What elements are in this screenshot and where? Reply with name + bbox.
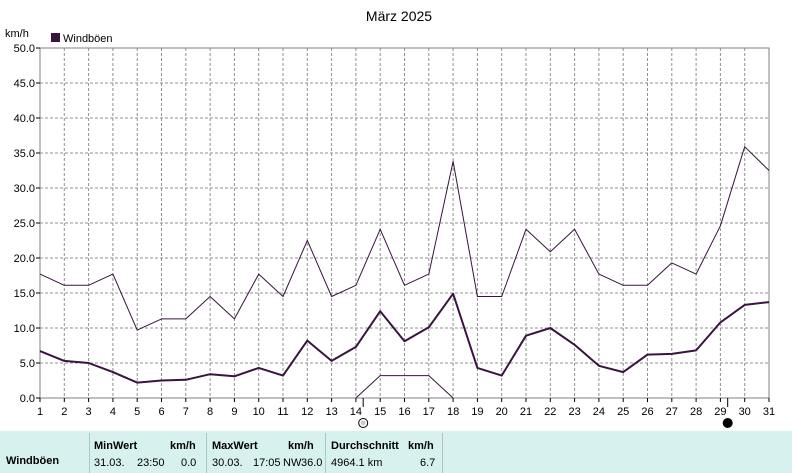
x-tick-label: 29 bbox=[714, 406, 726, 418]
x-tick-label: 12 bbox=[301, 406, 313, 418]
x-tick-label: 6 bbox=[158, 406, 164, 418]
chart-area: März 2025 km/h Windböen 0.05.010.015.020… bbox=[5, 8, 775, 428]
x-tick-label: 28 bbox=[690, 406, 702, 418]
x-tick-label: 2 bbox=[61, 406, 67, 418]
y-tick-label: 5.0 bbox=[20, 358, 35, 370]
x-tick-label: 16 bbox=[398, 406, 410, 418]
avg-unit: km/h bbox=[408, 440, 434, 452]
max-value: 36.0 bbox=[301, 457, 323, 469]
max-direction: NW bbox=[283, 457, 302, 469]
max-time: 17:05 bbox=[253, 457, 281, 469]
series-max-line bbox=[39, 146, 770, 331]
x-tick-label: 9 bbox=[231, 406, 237, 418]
y-tick-label: 45.0 bbox=[14, 78, 35, 90]
y-tick-label: 35.0 bbox=[14, 148, 35, 160]
x-tick-label: 23 bbox=[568, 406, 580, 418]
max-unit: km/h bbox=[288, 440, 314, 452]
full-moon-icon-shade bbox=[360, 420, 366, 426]
x-tick-label: 20 bbox=[496, 406, 508, 418]
series-min-line bbox=[355, 375, 454, 399]
x-tick-label: 7 bbox=[183, 406, 189, 418]
x-tick-label: 27 bbox=[666, 406, 678, 418]
x-tick-label: 1 bbox=[37, 406, 43, 418]
x-tick-label: 18 bbox=[447, 406, 459, 418]
x-tick-label: 24 bbox=[593, 406, 605, 418]
x-tick-label: 14 bbox=[350, 406, 362, 418]
min-cell: MinWert km/h 31.03. 23:50 0.0 bbox=[89, 433, 205, 473]
avg-header: Durchschnitt bbox=[331, 440, 399, 452]
moon-markers bbox=[358, 398, 733, 428]
min-time: 23:50 bbox=[137, 457, 165, 469]
stats-footer: Windböen MinWert km/h 31.03. 23:50 0.0 M… bbox=[0, 431, 792, 473]
y-tick-label: 10.0 bbox=[14, 323, 35, 335]
x-tick-label: 13 bbox=[325, 406, 337, 418]
x-tick-label: 3 bbox=[86, 406, 92, 418]
max-header: MaxWert bbox=[212, 440, 258, 452]
x-tick-label: 22 bbox=[544, 406, 556, 418]
legend-swatch bbox=[51, 33, 60, 42]
y-axis-ticks: 0.0 5.0 10.0 15.0 20.0 25.0 30.0 35.0 40.0 45.0 50… bbox=[14, 43, 40, 405]
avg-distance: 4964.1 km bbox=[331, 457, 383, 469]
legend-label: Windböen bbox=[63, 33, 113, 45]
x-tick-label: 8 bbox=[207, 406, 213, 418]
min-unit: km/h bbox=[170, 440, 196, 452]
x-axis-ticks: 1 2 3 4 5 6 7 8 9 10 11 12 13 14 15 16 17 18 19 20 21 22 23 24 2… bbox=[37, 398, 775, 418]
x-tick-label: 4 bbox=[110, 406, 116, 418]
new-moon-icon bbox=[722, 418, 733, 428]
y-tick-label: 25.0 bbox=[14, 218, 35, 230]
stats-row-label: Windböen bbox=[6, 455, 60, 467]
y-tick-label: 15.0 bbox=[14, 288, 35, 300]
min-header: MinWert bbox=[94, 440, 138, 452]
y-tick-label: 40.0 bbox=[14, 113, 35, 125]
x-tick-label: 15 bbox=[374, 406, 386, 418]
y-tick-label: 30.0 bbox=[14, 183, 35, 195]
x-tick-label: 21 bbox=[520, 406, 532, 418]
x-tick-label: 10 bbox=[253, 406, 265, 418]
x-tick-label: 30 bbox=[739, 406, 751, 418]
max-cell: MaxWert km/h 30.03. 17:05 NW 36.0 bbox=[206, 433, 324, 473]
x-tick-label: 25 bbox=[617, 406, 629, 418]
y-tick-label: 20.0 bbox=[14, 253, 35, 265]
x-tick-label: 31 bbox=[763, 406, 775, 418]
y-axis-unit: km/h bbox=[5, 28, 29, 40]
y-tick-label: 0.0 bbox=[20, 393, 35, 405]
avg-cell: Durchschnitt km/h 4964.1 km 6.7 bbox=[325, 433, 443, 473]
x-tick-label: 17 bbox=[423, 406, 435, 418]
min-date: 31.03. bbox=[94, 457, 125, 469]
x-tick-label: 19 bbox=[471, 406, 483, 418]
data-series bbox=[39, 146, 770, 399]
max-date: 30.03. bbox=[212, 457, 243, 469]
x-tick-label: 26 bbox=[641, 406, 653, 418]
y-tick-label: 50.0 bbox=[14, 43, 35, 55]
chart-title: März 2025 bbox=[366, 8, 432, 24]
x-tick-label: 5 bbox=[134, 406, 140, 418]
avg-value: 6.7 bbox=[420, 457, 436, 469]
min-value: 0.0 bbox=[181, 457, 197, 469]
x-tick-label: 11 bbox=[277, 406, 288, 418]
series-mean-line bbox=[39, 292, 770, 384]
